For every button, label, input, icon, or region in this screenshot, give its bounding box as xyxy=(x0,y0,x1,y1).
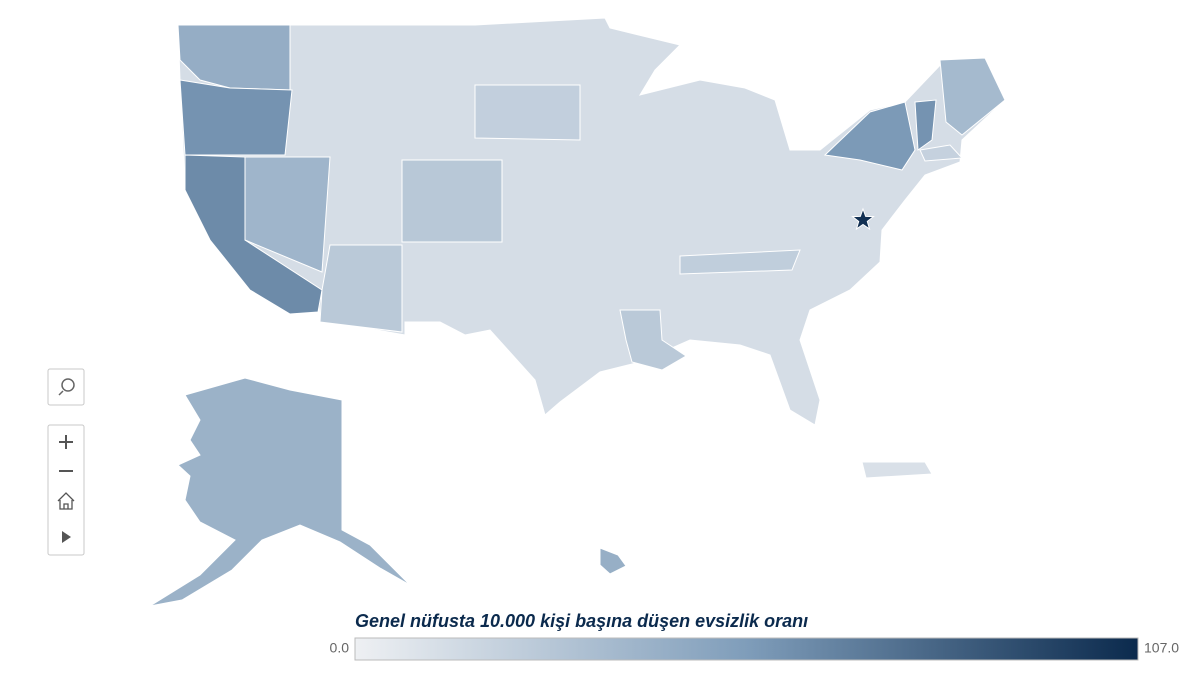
search-button[interactable] xyxy=(47,368,85,406)
region xyxy=(939,57,1006,136)
zoom-in-button[interactable] xyxy=(59,435,73,449)
region xyxy=(179,79,293,156)
region xyxy=(244,156,331,273)
capital-marker xyxy=(851,207,875,231)
scale-max-label: 107.0 xyxy=(1144,640,1179,656)
map-controls xyxy=(47,368,85,556)
play-button[interactable] xyxy=(62,531,71,543)
scale-min-label: 0.0 xyxy=(330,640,350,656)
states xyxy=(149,17,1006,607)
region xyxy=(474,84,581,141)
home-button[interactable] xyxy=(57,492,75,510)
region xyxy=(401,159,503,243)
region xyxy=(861,461,933,479)
region xyxy=(149,377,411,607)
region xyxy=(823,101,916,171)
region xyxy=(599,547,627,575)
region xyxy=(914,99,937,151)
region xyxy=(319,244,403,333)
region xyxy=(619,309,687,371)
legend-title: Genel nüfusta 10.000 kişi başına düşen e… xyxy=(355,611,808,631)
zoom-panel xyxy=(47,424,85,556)
color-scale xyxy=(354,637,1139,661)
region xyxy=(679,249,801,275)
region xyxy=(919,144,964,162)
